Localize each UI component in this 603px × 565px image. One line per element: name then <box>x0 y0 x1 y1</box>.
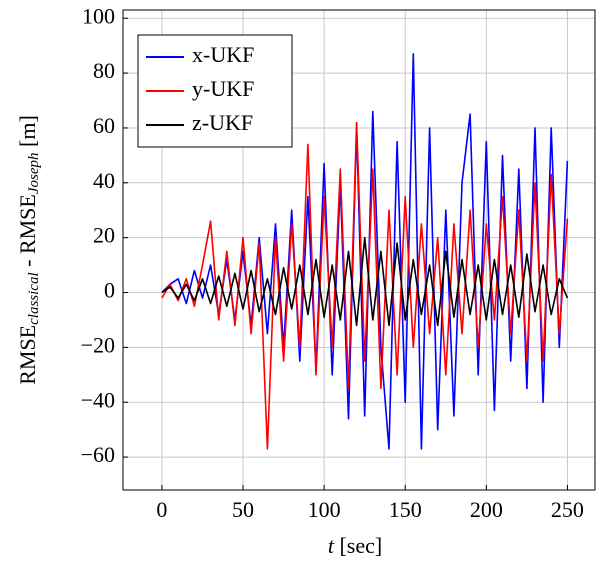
x-tick-label: 100 <box>308 497 341 522</box>
legend-label: x-UKF <box>192 42 254 67</box>
x-tick-label: 150 <box>389 497 422 522</box>
y-axis-label: RMSEclassical - RMSEJoseph [m] <box>15 115 42 385</box>
x-tick-label: 250 <box>551 497 584 522</box>
y-tick-label: −20 <box>81 332 115 357</box>
x-label-var: t <box>328 533 335 558</box>
series-line <box>161 121 569 450</box>
x-axis-label: t [sec] <box>328 533 382 558</box>
x-label-unit: [sec] <box>334 533 382 558</box>
y-tick-label: 100 <box>82 3 115 28</box>
legend-label: y-UKF <box>192 76 254 101</box>
y-tick-label: 0 <box>104 278 115 303</box>
y-tick-label: 80 <box>93 58 115 83</box>
x-tick-label: 200 <box>470 497 503 522</box>
y-label-b: - RMSE <box>15 194 40 272</box>
y-label-a: RMSE <box>15 325 40 385</box>
x-tick-label: 50 <box>232 497 254 522</box>
y-label-a-sub: classical <box>26 272 42 325</box>
x-tick-label: 0 <box>156 497 167 522</box>
y-tick-label: 40 <box>93 168 115 193</box>
legend-box <box>137 34 293 148</box>
y-label-unit: [m] <box>15 115 40 152</box>
y-tick-label: 60 <box>93 113 115 138</box>
y-tick-label: −40 <box>81 387 115 412</box>
y-label-b-sub: Joseph <box>26 152 42 194</box>
legend-label: z-UKF <box>192 110 253 135</box>
y-tick-label: −60 <box>81 442 115 467</box>
series-line <box>161 236 569 327</box>
plot-frame <box>122 9 596 491</box>
y-tick-label: 20 <box>93 223 115 248</box>
